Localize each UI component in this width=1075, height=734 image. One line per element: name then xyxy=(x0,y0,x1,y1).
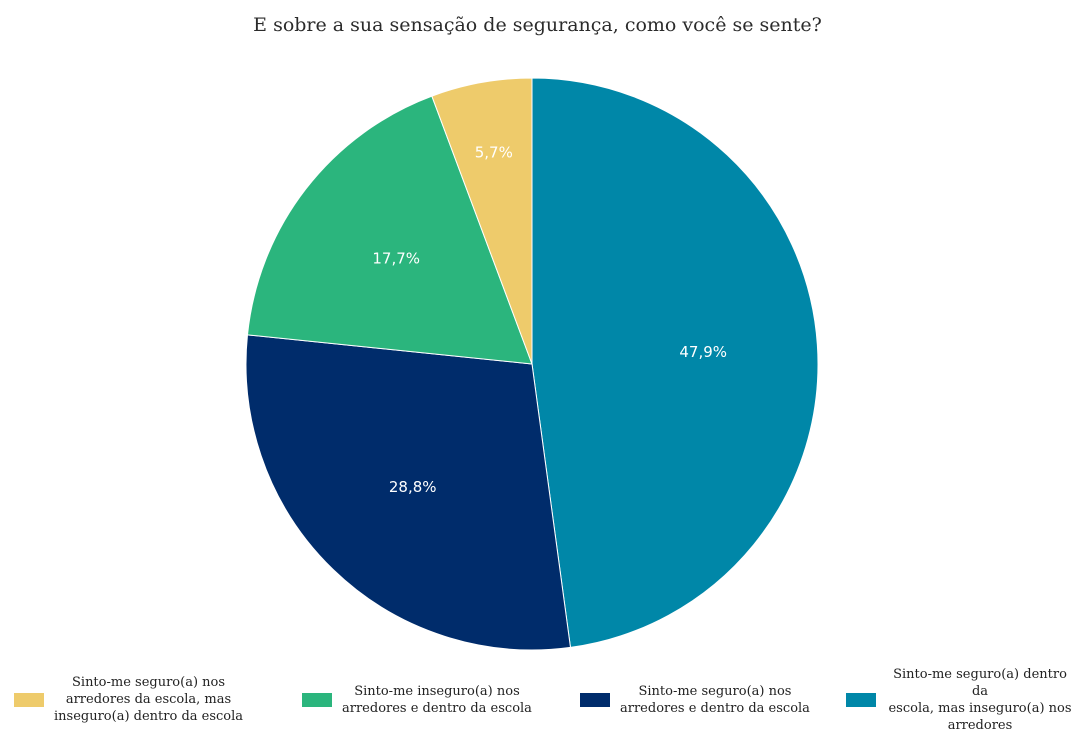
legend-label: Sinto-me inseguro(a) nos arredores e den… xyxy=(342,683,532,716)
legend-swatch-yellow xyxy=(14,692,44,707)
legend-label: Sinto-me seguro(a) nos arredores e dentr… xyxy=(620,683,810,716)
legend-item-seguro-dentro-inseguro-arredores: Sinto-me seguro(a) dentro da escola, mas… xyxy=(846,666,1074,733)
pie-slices xyxy=(245,77,819,651)
legend-label: Sinto-me seguro(a) dentro da escola, mas… xyxy=(888,666,1072,733)
legend-swatch-green xyxy=(302,692,332,707)
pie-chart: 47,9% 28,8% 17,7% 5,7% xyxy=(245,77,819,651)
pie-slice-label: 17,7% xyxy=(372,250,420,268)
pie-slice xyxy=(246,95,533,365)
legend: Sinto-me seguro(a) nos arredores da esco… xyxy=(0,666,1075,733)
legend-label: Sinto-me seguro(a) nos arredores da esco… xyxy=(54,675,244,724)
legend-swatch-teal xyxy=(846,692,876,707)
legend-item-seguro-arredores-dentro: Sinto-me seguro(a) nos arredores e dentr… xyxy=(580,668,820,731)
chart-title: E sobre a sua sensação de segurança, com… xyxy=(253,14,822,36)
legend-item-inseguro-arredores-dentro: Sinto-me inseguro(a) nos arredores e den… xyxy=(302,668,542,731)
pie-slice xyxy=(431,77,533,365)
pie-slice-label: 47,9% xyxy=(679,343,727,361)
pie-slice-label: 28,8% xyxy=(389,478,437,496)
legend-swatch-navy xyxy=(580,692,610,707)
pie-slice-label: 5,7% xyxy=(475,143,513,161)
pie-slice xyxy=(245,334,572,651)
pie-labels: 47,9% 28,8% 17,7% 5,7% xyxy=(372,143,727,495)
legend-item-seguro-arredores-inseguro-dentro: Sinto-me seguro(a) nos arredores da esco… xyxy=(14,668,264,731)
pie-slice xyxy=(531,77,819,648)
